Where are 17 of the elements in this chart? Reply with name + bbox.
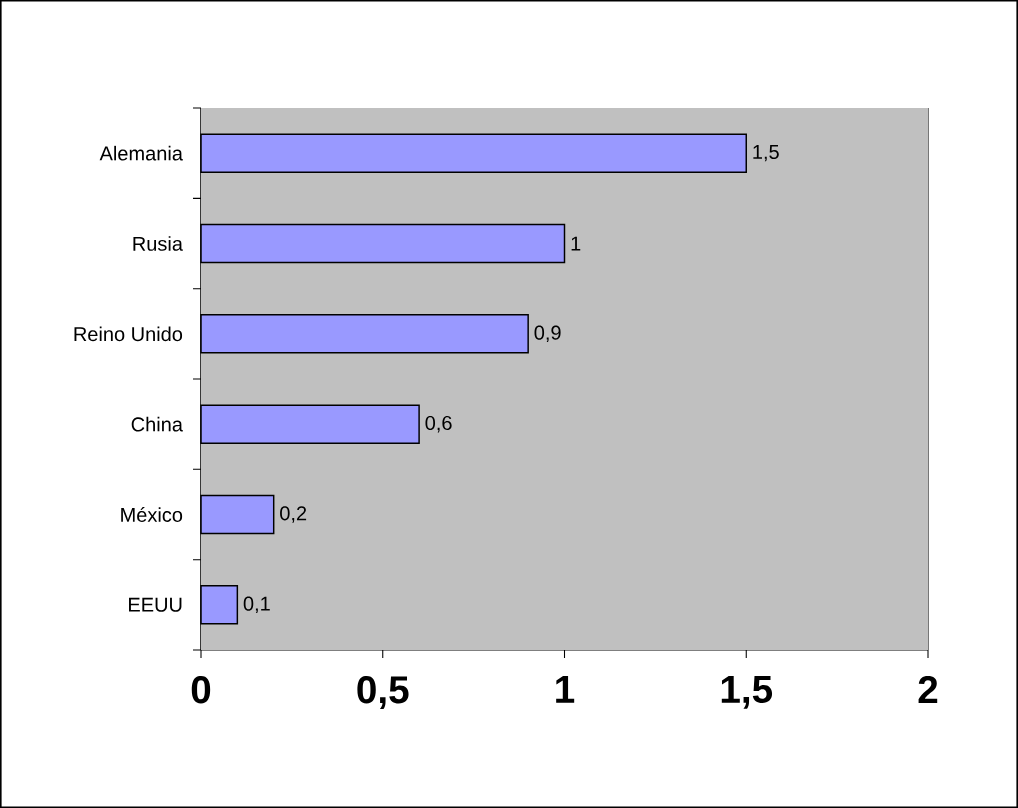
y-tick-label: EEUU: [129, 597, 182, 612]
y-tick-label: México: [121, 507, 183, 522]
data-label: 0,2: [280, 506, 307, 523]
x-tick-label: 1,5: [721, 676, 773, 709]
x-tick-label: 0: [191, 676, 211, 704]
data-label: 0,6: [425, 415, 452, 433]
data-label: 1,5: [753, 145, 779, 162]
x-tick-label: 0,5: [357, 676, 409, 710]
y-tick-label: China: [131, 416, 183, 432]
x-tick-label: 2: [918, 676, 938, 704]
y-tick-label: Reino Unido: [74, 326, 183, 342]
data-label: 0,1: [243, 596, 270, 614]
y-tick-label: Rusia: [133, 236, 183, 251]
x-tick-label: 1: [556, 676, 575, 703]
data-label: 0,9: [534, 325, 561, 343]
y-tick-label: Alemania: [99, 145, 183, 161]
data-label: 1: [571, 236, 581, 251]
